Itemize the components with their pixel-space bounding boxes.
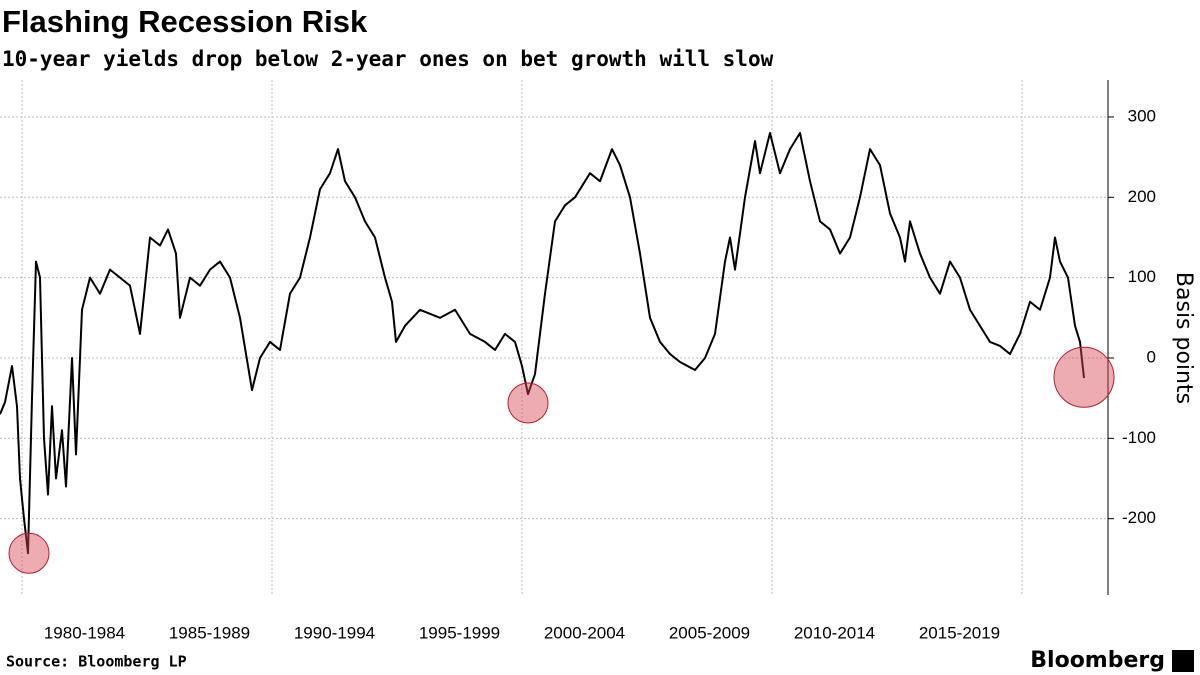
source: Source: Bloomberg LP — [6, 653, 187, 671]
brand: Bloomberg — [1030, 648, 1165, 673]
highlight-circle — [507, 382, 549, 424]
chart-subtitle: 10-year yields drop below 2-year ones on… — [2, 47, 774, 71]
y-tick-label: 200 — [1128, 187, 1156, 206]
x-tick-label: 2000-2004 — [544, 623, 625, 642]
x-tick-label: 1985-1989 — [169, 623, 250, 642]
y-axis-label: Basis points — [1171, 272, 1196, 404]
highlight-circle — [8, 532, 50, 574]
line-series — [0, 132, 1085, 555]
x-tick-label: 1995-1999 — [419, 623, 500, 642]
x-tick-label: 1980-1984 — [44, 623, 125, 642]
highlight-circle — [1053, 346, 1115, 408]
x-tick-label: 1990-1994 — [294, 623, 375, 642]
y-tick-label: -200 — [1122, 508, 1156, 527]
y-tick-label: -100 — [1122, 428, 1156, 447]
y-tick-label: 0 — [1147, 347, 1156, 366]
chart-title: Flashing Recession Risk — [2, 4, 368, 39]
x-tick-label: 2005-2009 — [669, 623, 750, 642]
y-tick-label: 100 — [1128, 267, 1156, 286]
brand-icon — [1172, 650, 1194, 672]
y-tick-label: 300 — [1128, 106, 1156, 125]
x-tick-label: 2015-2019 — [919, 623, 1000, 642]
x-tick-label: 2010-2014 — [794, 623, 875, 642]
